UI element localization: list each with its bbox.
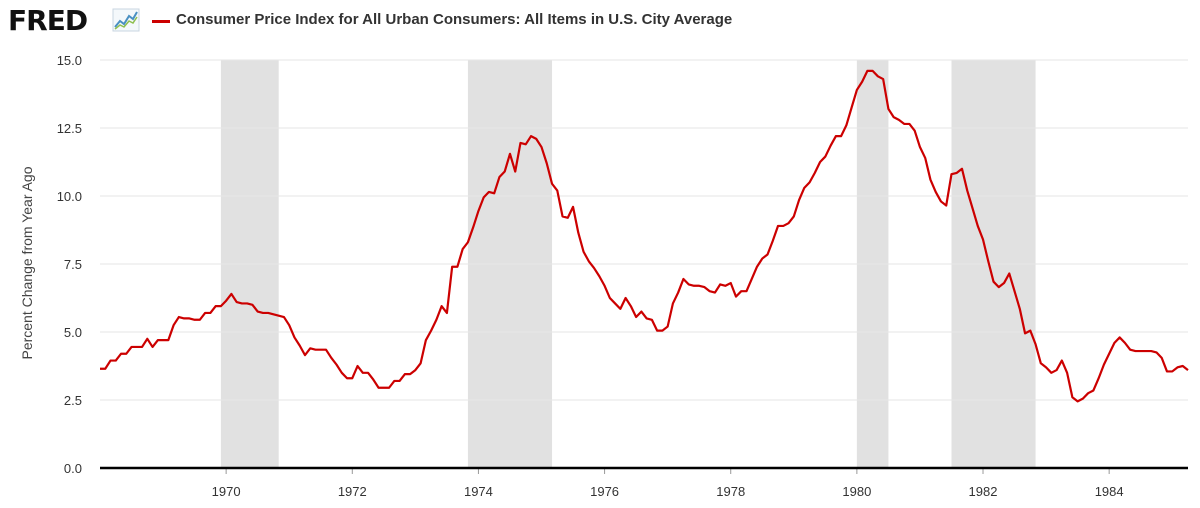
x-tick-label-1: 1972 — [338, 484, 367, 499]
y-tick-label-3: 7.5 — [64, 257, 82, 272]
x-tick-label-4: 1978 — [716, 484, 745, 499]
fred-logo[interactable]: FRED — [8, 4, 88, 37]
y-axis-ticks: 0.0 2.5 5.0 7.5 10.0 12.5 15.0 — [57, 53, 82, 476]
fred-graph-icon — [112, 8, 140, 32]
y-tick-label-2: 5.0 — [64, 325, 82, 340]
x-tick-label-0: 1970 — [212, 484, 241, 499]
x-tick-label-7: 1984 — [1095, 484, 1124, 499]
chart-title: Consumer Price Index for All Urban Consu… — [176, 11, 733, 28]
gridlines — [100, 59, 1188, 401]
x-tick-label-2: 1974 — [464, 484, 493, 499]
y-tick-label-4: 10.0 — [57, 189, 82, 204]
x-tick-label-6: 1982 — [969, 484, 998, 499]
y-tick-label-1: 2.5 — [64, 393, 82, 408]
x-tick-label-5: 1980 — [842, 484, 871, 499]
series-line-1 — [100, 69, 1189, 403]
x-tick-label-3: 1976 — [590, 484, 619, 499]
series-lines — [100, 69, 1189, 403]
y-tick-label-6: 15.0 — [57, 53, 82, 68]
y-tick-label-5: 12.5 — [57, 121, 82, 136]
chart-header: FRED Consumer Price Index for All Urban … — [0, 0, 1200, 44]
y-axis-label: Percent Change from Year Ago — [19, 166, 35, 359]
x-axis-ticks: 1970 1972 1974 1976 1978 1980 1982 1984 — [212, 468, 1124, 499]
legend-swatch — [152, 20, 170, 23]
y-tick-label-0: 0.0 — [64, 461, 82, 476]
